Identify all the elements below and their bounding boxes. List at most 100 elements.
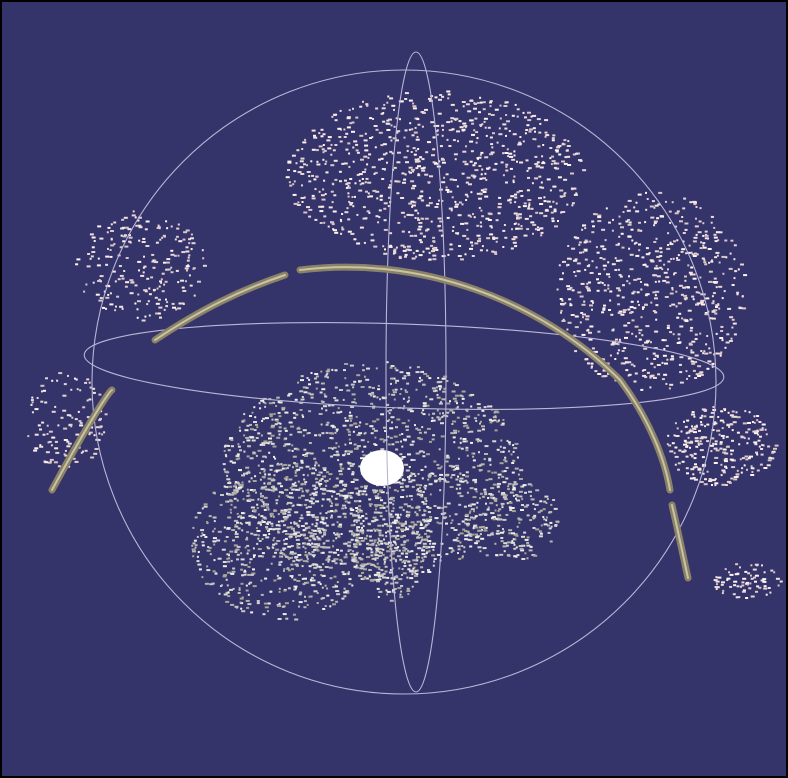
cloud-point <box>490 419 494 422</box>
cloud-point <box>325 431 329 434</box>
cloud-point <box>724 460 728 463</box>
cloud-point <box>86 399 89 402</box>
cloud-point <box>93 434 96 437</box>
cloud-point <box>741 581 745 584</box>
cloud-point <box>345 148 349 151</box>
cloud-point <box>437 225 441 228</box>
cloud-point <box>322 449 326 452</box>
cloud-point <box>612 328 615 331</box>
cloud-point <box>241 610 246 613</box>
cloud-point <box>352 430 355 433</box>
cloud-point <box>349 364 354 367</box>
cloud-point <box>503 224 506 226</box>
cloud-point <box>405 528 410 531</box>
cloud-point <box>354 543 358 546</box>
cloud-point <box>304 483 307 486</box>
cloud-point <box>393 522 397 525</box>
cloud-point <box>213 520 216 523</box>
cloud-point <box>420 560 423 563</box>
cloud-point <box>319 512 322 515</box>
cloud-point <box>421 549 425 552</box>
cloud-point <box>724 484 728 486</box>
cloud-point <box>243 450 246 453</box>
cloud-point <box>415 559 419 562</box>
cloud-point <box>695 465 698 468</box>
cloud-point <box>377 384 380 387</box>
cloud-point <box>691 411 695 414</box>
cloud-point <box>76 388 79 391</box>
cloud-point <box>315 381 320 384</box>
cloud-point <box>290 502 293 505</box>
cloud-point <box>409 475 412 478</box>
cloud-point <box>288 392 293 395</box>
cloud-point <box>459 394 463 397</box>
cloud-point <box>267 477 272 480</box>
cloud-point <box>291 485 294 488</box>
cloud-point <box>579 251 582 254</box>
cloud-point <box>212 570 216 573</box>
cloud-point <box>527 207 531 210</box>
cloud-point <box>170 249 174 252</box>
cloud-point <box>404 173 407 176</box>
cloud-point <box>347 430 351 433</box>
cloud-point <box>450 522 453 524</box>
cloud-point <box>277 520 280 523</box>
cloud-point <box>767 459 772 462</box>
cloud-point <box>344 419 349 422</box>
cloud-point <box>702 246 707 249</box>
cloud-point <box>386 129 391 131</box>
cloud-point <box>618 222 622 225</box>
cloud-point <box>682 207 686 210</box>
cloud-point <box>283 427 287 430</box>
cloud-point <box>544 495 549 498</box>
cloud-point <box>236 512 239 515</box>
cloud-point <box>278 433 281 436</box>
cloud-point <box>499 531 504 534</box>
cloud-point <box>362 490 367 493</box>
cloud-point <box>641 344 644 347</box>
cloud-point <box>716 254 719 257</box>
cloud-point <box>395 448 399 451</box>
cloud-point <box>176 227 180 230</box>
cloud-point <box>641 369 644 372</box>
cloud-point <box>315 375 319 378</box>
cloud-point <box>415 138 420 141</box>
cloud-point <box>399 371 404 374</box>
cloud-point <box>378 590 383 593</box>
cloud-point <box>417 123 421 126</box>
cloud-point <box>534 503 539 506</box>
cloud-point <box>485 554 489 557</box>
cloud-point <box>498 419 500 422</box>
cloud-point <box>445 189 450 191</box>
cloud-point <box>415 483 419 486</box>
cloud-point <box>349 419 352 422</box>
cloud-point <box>476 192 481 195</box>
cloud-point <box>321 432 325 435</box>
cloud-point <box>627 199 632 202</box>
cloud-point <box>408 202 413 205</box>
cloud-point <box>629 306 634 309</box>
cloud-point <box>524 132 527 135</box>
cloud-point <box>430 121 435 124</box>
cloud-point <box>437 467 442 470</box>
cloud-point <box>564 156 568 159</box>
cloud-point <box>625 220 629 223</box>
cloud-point <box>323 179 326 182</box>
cloud-point <box>296 546 301 549</box>
cloud-point <box>336 492 341 495</box>
cloud-point <box>241 596 244 599</box>
cloud-point <box>372 491 376 494</box>
cloud-point <box>750 474 755 476</box>
cloud-point <box>753 415 756 418</box>
cloud-point <box>511 541 515 544</box>
cloud-point <box>514 538 517 541</box>
cloud-point <box>713 447 718 450</box>
cloud-point <box>637 228 640 231</box>
cloud-point <box>667 268 669 271</box>
cloud-point <box>620 362 623 365</box>
cloud-point <box>212 540 217 543</box>
cloud-point <box>379 554 383 557</box>
cloud-point <box>696 445 699 448</box>
cloud-point <box>284 488 289 491</box>
cloud-point <box>521 558 526 560</box>
